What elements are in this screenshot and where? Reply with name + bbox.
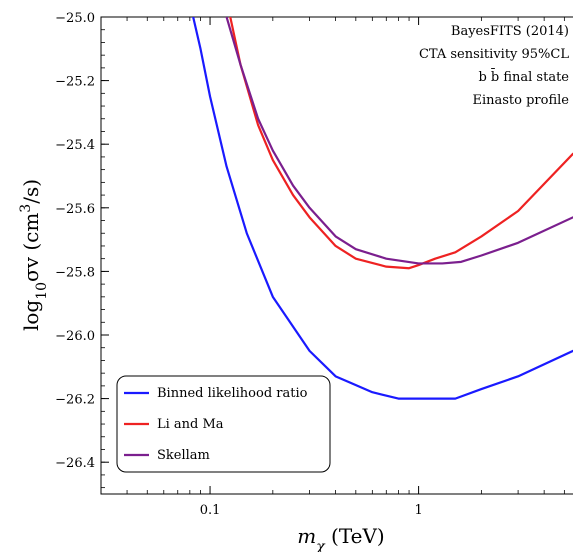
annotation-profile: Einasto profile	[472, 93, 569, 108]
series-line-0	[192, 17, 573, 400]
annotation-block: BayesFITS (2014) CTA sensitivity 95%CL b…	[419, 24, 569, 108]
legend-box	[116, 375, 331, 473]
y-tick-label: −25.2	[55, 75, 95, 90]
y-tick-label: −25.4	[55, 138, 95, 153]
annotation-bayesfits: BayesFITS (2014)	[451, 24, 569, 39]
y-tick-label: −26.4	[55, 456, 95, 471]
x-tick-label: 1	[414, 503, 422, 518]
series-lines	[192, 17, 573, 400]
legend-label-lima: Li and Ma	[157, 417, 224, 432]
series-line-2	[225, 17, 573, 265]
y-tick-label: −25.0	[55, 11, 95, 26]
plot-frame	[100, 16, 573, 495]
legend-label-skellam: Skellam	[157, 448, 210, 463]
axis-ticks: −25.0 −25.2 −25.4 −25.6 −25.8 −26.0 −26.2 −26.4…	[55, 11, 565, 518]
x-axis-title: mχ (TeV)	[297, 524, 384, 552]
y-tick-label: −26.0	[55, 329, 95, 344]
legend-label-binned: Binned likelihood ratio	[157, 386, 308, 401]
annotation-final-state: b b̄ final state	[478, 68, 569, 85]
legend: Binned likelihood ratio Li and Ma Skella…	[116, 375, 331, 473]
y-tick-label: −25.8	[55, 265, 95, 280]
y-tick-label: −26.2	[55, 393, 95, 408]
series-line-1	[229, 17, 573, 270]
annotation-cta: CTA sensitivity 95%CL	[419, 47, 569, 62]
y-axis-title: log10σv (cm3/s)	[18, 179, 50, 331]
x-tick-label: 0.1	[200, 503, 221, 518]
y-tick-label: −25.6	[55, 202, 95, 217]
